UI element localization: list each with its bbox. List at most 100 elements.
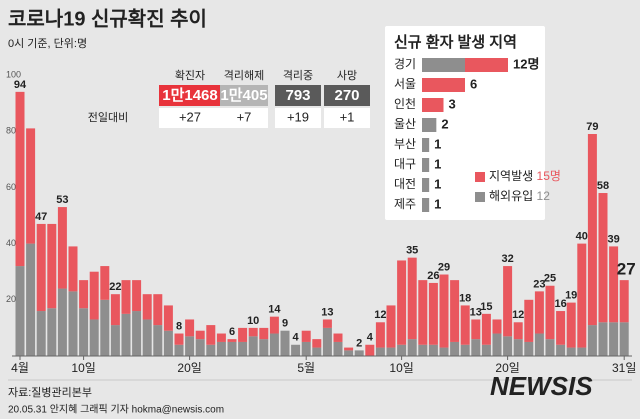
bar-segment bbox=[407, 339, 417, 356]
bar-segment bbox=[163, 330, 173, 356]
bar-segment bbox=[598, 322, 608, 356]
x-tick-label: 10일 bbox=[389, 361, 413, 375]
bar-segment bbox=[57, 207, 67, 289]
total-label: 15 bbox=[480, 301, 492, 313]
legend-latest: 15명 bbox=[537, 169, 561, 183]
bar-segment bbox=[386, 347, 396, 356]
bar-segment bbox=[365, 344, 375, 356]
summary-change: +19 bbox=[287, 109, 309, 124]
total-label: 9 bbox=[282, 318, 288, 330]
summary-box bbox=[324, 85, 370, 106]
bar-segment bbox=[503, 266, 513, 337]
bar-segment bbox=[36, 223, 46, 312]
region-value: 1 bbox=[434, 136, 441, 151]
total-label: 10 bbox=[247, 315, 259, 327]
region-value: 12명 bbox=[513, 56, 539, 71]
bar-segment bbox=[269, 333, 279, 356]
bar-segment bbox=[57, 288, 67, 356]
bar-segment bbox=[598, 193, 608, 323]
region-label: 인천 bbox=[394, 96, 416, 111]
bar-segment bbox=[428, 344, 438, 356]
bar-segment bbox=[163, 305, 173, 331]
summary-change-box bbox=[275, 108, 321, 128]
summary-change-box bbox=[324, 108, 370, 128]
bar-segment bbox=[100, 299, 110, 356]
summary-change: +27 bbox=[179, 109, 201, 124]
bar-segment bbox=[556, 311, 566, 345]
bar-segment bbox=[513, 339, 523, 356]
bar-segment bbox=[422, 98, 444, 112]
bar-segment bbox=[465, 58, 508, 72]
bar-segment bbox=[619, 322, 629, 356]
bar-segment bbox=[26, 128, 36, 244]
bar-segment bbox=[153, 294, 163, 326]
summary-box bbox=[220, 85, 268, 106]
bar-segment bbox=[422, 118, 437, 132]
total-label: 94 bbox=[14, 79, 27, 91]
bar-segment bbox=[110, 325, 120, 356]
bar-segment bbox=[450, 280, 460, 342]
bar-segment bbox=[503, 336, 513, 356]
bar-segment bbox=[577, 347, 587, 356]
total-label: 8 bbox=[176, 320, 182, 332]
region-value: 1 bbox=[434, 196, 441, 211]
bar-segment bbox=[418, 280, 428, 345]
bar-segment bbox=[227, 339, 237, 342]
bar-segment bbox=[142, 319, 152, 356]
bar-segment bbox=[312, 339, 322, 348]
region-label: 서울 bbox=[394, 77, 416, 91]
total-label: 13 bbox=[321, 306, 333, 318]
bar-segment bbox=[619, 280, 629, 323]
total-label: 13 bbox=[470, 306, 482, 318]
bar-segment bbox=[422, 78, 465, 92]
summary-header: 격리중 bbox=[283, 69, 313, 82]
bar-segment bbox=[89, 319, 99, 356]
bar-segment bbox=[481, 344, 491, 356]
bar-segment bbox=[450, 341, 460, 356]
legend-name: 해외유입 bbox=[489, 189, 533, 203]
total-label: 2 bbox=[356, 337, 362, 349]
bar-segment bbox=[238, 327, 248, 342]
bar-segment bbox=[375, 322, 385, 348]
bar-segment bbox=[68, 291, 78, 356]
bar-segment bbox=[428, 282, 438, 345]
bar-segment bbox=[26, 243, 36, 356]
bar-segment bbox=[174, 344, 184, 356]
summary-header: 사망 bbox=[337, 69, 357, 82]
bar-segment bbox=[344, 350, 354, 356]
summary-total: 270 bbox=[334, 87, 359, 104]
bar-segment bbox=[609, 322, 619, 356]
bar-segment bbox=[195, 339, 205, 356]
total-label: 22 bbox=[109, 281, 121, 293]
bar-segment bbox=[206, 344, 216, 356]
legend-name: 지역발생 bbox=[489, 169, 533, 183]
bar-segment bbox=[227, 341, 237, 356]
total-label: 23 bbox=[533, 278, 545, 290]
bar-segment bbox=[121, 313, 131, 356]
summary-change-box bbox=[159, 108, 221, 128]
summary-change: +7 bbox=[237, 109, 252, 124]
total-label: 40 bbox=[576, 231, 588, 243]
bar-segment bbox=[248, 336, 258, 356]
bar-segment bbox=[439, 347, 449, 356]
bar-segment bbox=[422, 158, 430, 172]
total-label: 26 bbox=[427, 270, 439, 282]
summary-row-label: 전일대비 bbox=[88, 110, 128, 124]
bar-segment bbox=[216, 333, 226, 342]
bar-segment bbox=[142, 294, 152, 320]
bar-segment bbox=[534, 333, 544, 356]
total-label: 79 bbox=[586, 121, 598, 133]
y-tick-label: 100 bbox=[6, 69, 21, 79]
summary-box bbox=[275, 85, 321, 106]
region-value: 3 bbox=[449, 96, 456, 111]
bar-segment bbox=[36, 311, 46, 356]
bar-segment bbox=[587, 134, 597, 326]
bar-segment bbox=[556, 344, 566, 356]
total-label: 32 bbox=[501, 253, 513, 265]
bar-segment bbox=[301, 341, 311, 356]
bar-segment bbox=[280, 330, 290, 356]
bar-segment bbox=[89, 271, 99, 320]
region-label: 경기 bbox=[394, 57, 416, 71]
bar-segment bbox=[322, 319, 332, 328]
